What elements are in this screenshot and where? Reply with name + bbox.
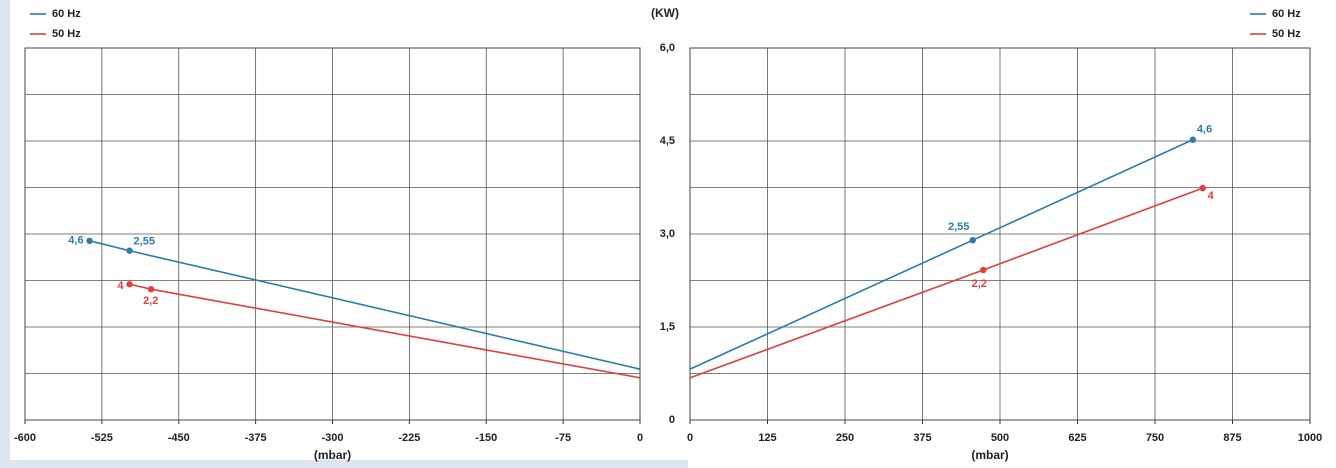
legend-label: 60 Hz bbox=[52, 8, 81, 20]
plot-frame bbox=[24, 47, 641, 421]
x-axis-label: (mbar) bbox=[971, 448, 1008, 462]
x-tick-label: 375 bbox=[913, 432, 931, 444]
y-axis-label: (KW) bbox=[651, 6, 679, 20]
data-point bbox=[126, 247, 133, 254]
legend-label: 60 Hz bbox=[1272, 8, 1301, 20]
y-tick-label: 3,0 bbox=[660, 228, 675, 240]
point-label: 2,55 bbox=[948, 221, 969, 233]
data-point bbox=[126, 281, 133, 288]
point-label: 2,55 bbox=[134, 236, 155, 248]
left-panel bbox=[10, 0, 688, 460]
data-point bbox=[147, 285, 155, 293]
x-tick-label: 1000 bbox=[1298, 432, 1322, 444]
legend-label: 50 Hz bbox=[52, 28, 81, 40]
x-tick-label: -600 bbox=[14, 432, 36, 444]
y-tick-label: 4,5 bbox=[660, 135, 675, 147]
x-tick-label: 500 bbox=[991, 432, 1009, 444]
point-label: 2,2 bbox=[972, 278, 987, 290]
x-tick-label: -375 bbox=[245, 432, 267, 444]
x-tick-label: 250 bbox=[836, 432, 854, 444]
x-tick-label: -450 bbox=[168, 432, 190, 444]
x-tick-label: 875 bbox=[1223, 432, 1241, 444]
data-point bbox=[86, 237, 93, 245]
x-tick-label: -75 bbox=[555, 432, 571, 444]
x-tick-label: -225 bbox=[398, 432, 420, 444]
point-label: 4 bbox=[1208, 190, 1215, 202]
x-tick-label: 0 bbox=[637, 432, 643, 444]
y-tick-label: 6,0 bbox=[660, 42, 675, 54]
data-point bbox=[1199, 184, 1206, 192]
point-label: 4,6 bbox=[1197, 124, 1212, 136]
x-axis-label: (mbar) bbox=[314, 448, 351, 462]
x-tick-label: 625 bbox=[1068, 432, 1086, 444]
plot-frame bbox=[689, 47, 1311, 421]
x-tick-label: 125 bbox=[758, 432, 776, 444]
x-tick-label: -525 bbox=[91, 432, 113, 444]
point-label: 2,2 bbox=[143, 295, 158, 307]
y-tick-label: 0 bbox=[669, 414, 675, 426]
data-point bbox=[969, 237, 976, 244]
legend-label: 50 Hz bbox=[1272, 28, 1301, 40]
x-tick-label: 0 bbox=[687, 432, 693, 444]
point-label: 4,6 bbox=[68, 235, 83, 247]
data-point bbox=[980, 266, 987, 274]
y-tick-label: 1,5 bbox=[660, 321, 675, 333]
point-label: 4 bbox=[117, 280, 124, 292]
x-tick-label: -300 bbox=[321, 432, 343, 444]
x-tick-label: 750 bbox=[1146, 432, 1164, 444]
data-point bbox=[1189, 136, 1197, 143]
x-tick-label: -150 bbox=[475, 432, 497, 444]
